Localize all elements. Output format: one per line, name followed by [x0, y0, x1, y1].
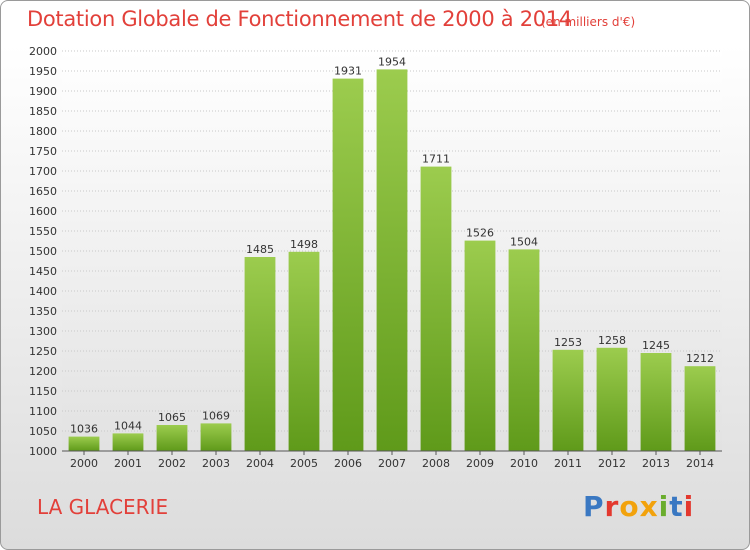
y-axis-ticks: 1000 1050 1100 1150 1200 1250 1300 1350 1400 1450… — [29, 45, 57, 458]
logo-letter: i — [683, 490, 695, 523]
bar-2002 — [156, 425, 188, 451]
commune-name: LA GLACERIE — [37, 495, 169, 519]
bar-2011 — [552, 349, 584, 451]
x-tick-label: 2004 — [246, 457, 274, 470]
x-tick-label: 2011 — [554, 457, 582, 470]
x-tick-label: 2012 — [598, 457, 626, 470]
y-tick-label: 1600 — [29, 205, 57, 218]
y-tick-label: 2000 — [29, 45, 57, 58]
bar-value-label: 1711 — [422, 153, 450, 166]
y-tick-label: 1750 — [29, 145, 57, 158]
logo-letter: P — [583, 490, 605, 523]
x-tick-label: 2001 — [114, 457, 142, 470]
logo-letter: t — [669, 490, 684, 523]
bar-2003 — [200, 423, 232, 451]
bar-value-label: 1245 — [642, 339, 670, 352]
bar-value-label: 1065 — [158, 411, 186, 424]
x-tick-label: 2013 — [642, 457, 670, 470]
bar-2014 — [684, 366, 716, 451]
bar-value-label: 1526 — [466, 227, 494, 240]
y-tick-label: 1000 — [29, 445, 57, 458]
y-tick-label: 1400 — [29, 285, 57, 298]
logo-letter: o — [619, 490, 640, 523]
y-tick-label: 1700 — [29, 165, 57, 178]
y-tick-label: 1300 — [29, 325, 57, 338]
x-tick-label: 2009 — [466, 457, 494, 470]
x-tick-label: 2003 — [202, 457, 230, 470]
y-tick-label: 1550 — [29, 225, 57, 238]
y-tick-label: 1450 — [29, 265, 57, 278]
y-tick-label: 1950 — [29, 65, 57, 78]
bar-value-label: 1931 — [334, 65, 362, 78]
logo-letter: r — [604, 490, 620, 523]
bar-2005 — [288, 251, 320, 451]
y-tick-label: 1800 — [29, 125, 57, 138]
y-tick-label: 1650 — [29, 185, 57, 198]
bar-2013 — [640, 353, 672, 451]
y-tick-label: 1100 — [29, 405, 57, 418]
bar-value-label: 1258 — [598, 334, 626, 347]
y-tick-label: 1850 — [29, 105, 57, 118]
bar-2004 — [244, 257, 276, 451]
bar-value-label: 1485 — [246, 243, 274, 256]
bars: 1036 1044 1065 1069 1485 1498 1931 1954 1711 1526… — [68, 55, 716, 452]
bar-value-label: 1069 — [202, 409, 230, 422]
bar-2009 — [464, 240, 496, 451]
logo-letter: x — [639, 490, 659, 523]
bar-value-label: 1504 — [510, 235, 538, 248]
y-tick-label: 1900 — [29, 85, 57, 98]
bar-value-label: 1954 — [378, 55, 406, 68]
x-tick-label: 2006 — [334, 457, 362, 470]
bar-2010 — [508, 249, 540, 451]
bar-2012 — [596, 347, 628, 451]
bar-value-label: 1036 — [70, 423, 98, 436]
bar-2007 — [376, 69, 408, 452]
bar-2008 — [420, 166, 452, 451]
x-tick-label: 2008 — [422, 457, 450, 470]
y-tick-label: 1050 — [29, 425, 57, 438]
y-tick-label: 1500 — [29, 245, 57, 258]
x-tick-label: 2010 — [510, 457, 538, 470]
bar-2001 — [112, 433, 144, 451]
bar-value-label: 1498 — [290, 238, 318, 251]
x-tick-label: 2002 — [158, 457, 186, 470]
chart-title: Dotation Globale de Fonctionnement de 20… — [27, 7, 572, 31]
bar-value-label: 1044 — [114, 419, 142, 432]
y-tick-label: 1250 — [29, 345, 57, 358]
bar-value-label: 1212 — [686, 352, 714, 365]
proxiti-logo: Proxiti — [583, 490, 694, 523]
bar-2000 — [68, 436, 100, 451]
bar-value-label: 1253 — [554, 336, 582, 349]
bar-2006 — [332, 78, 364, 451]
x-tick-label: 2014 — [686, 457, 714, 470]
chart-subtitle: (en milliers d'€) — [541, 15, 636, 29]
y-tick-label: 1350 — [29, 305, 57, 318]
x-tick-label: 2005 — [290, 457, 318, 470]
y-tick-label: 1200 — [29, 365, 57, 378]
y-tick-label: 1150 — [29, 385, 57, 398]
x-axis-ticks: 2000 2001 2002 2003 2004 2005 2006 2007 2008 2009… — [70, 451, 714, 470]
x-tick-label: 2007 — [378, 457, 406, 470]
logo-letter: i — [658, 490, 670, 523]
x-tick-label: 2000 — [70, 457, 98, 470]
